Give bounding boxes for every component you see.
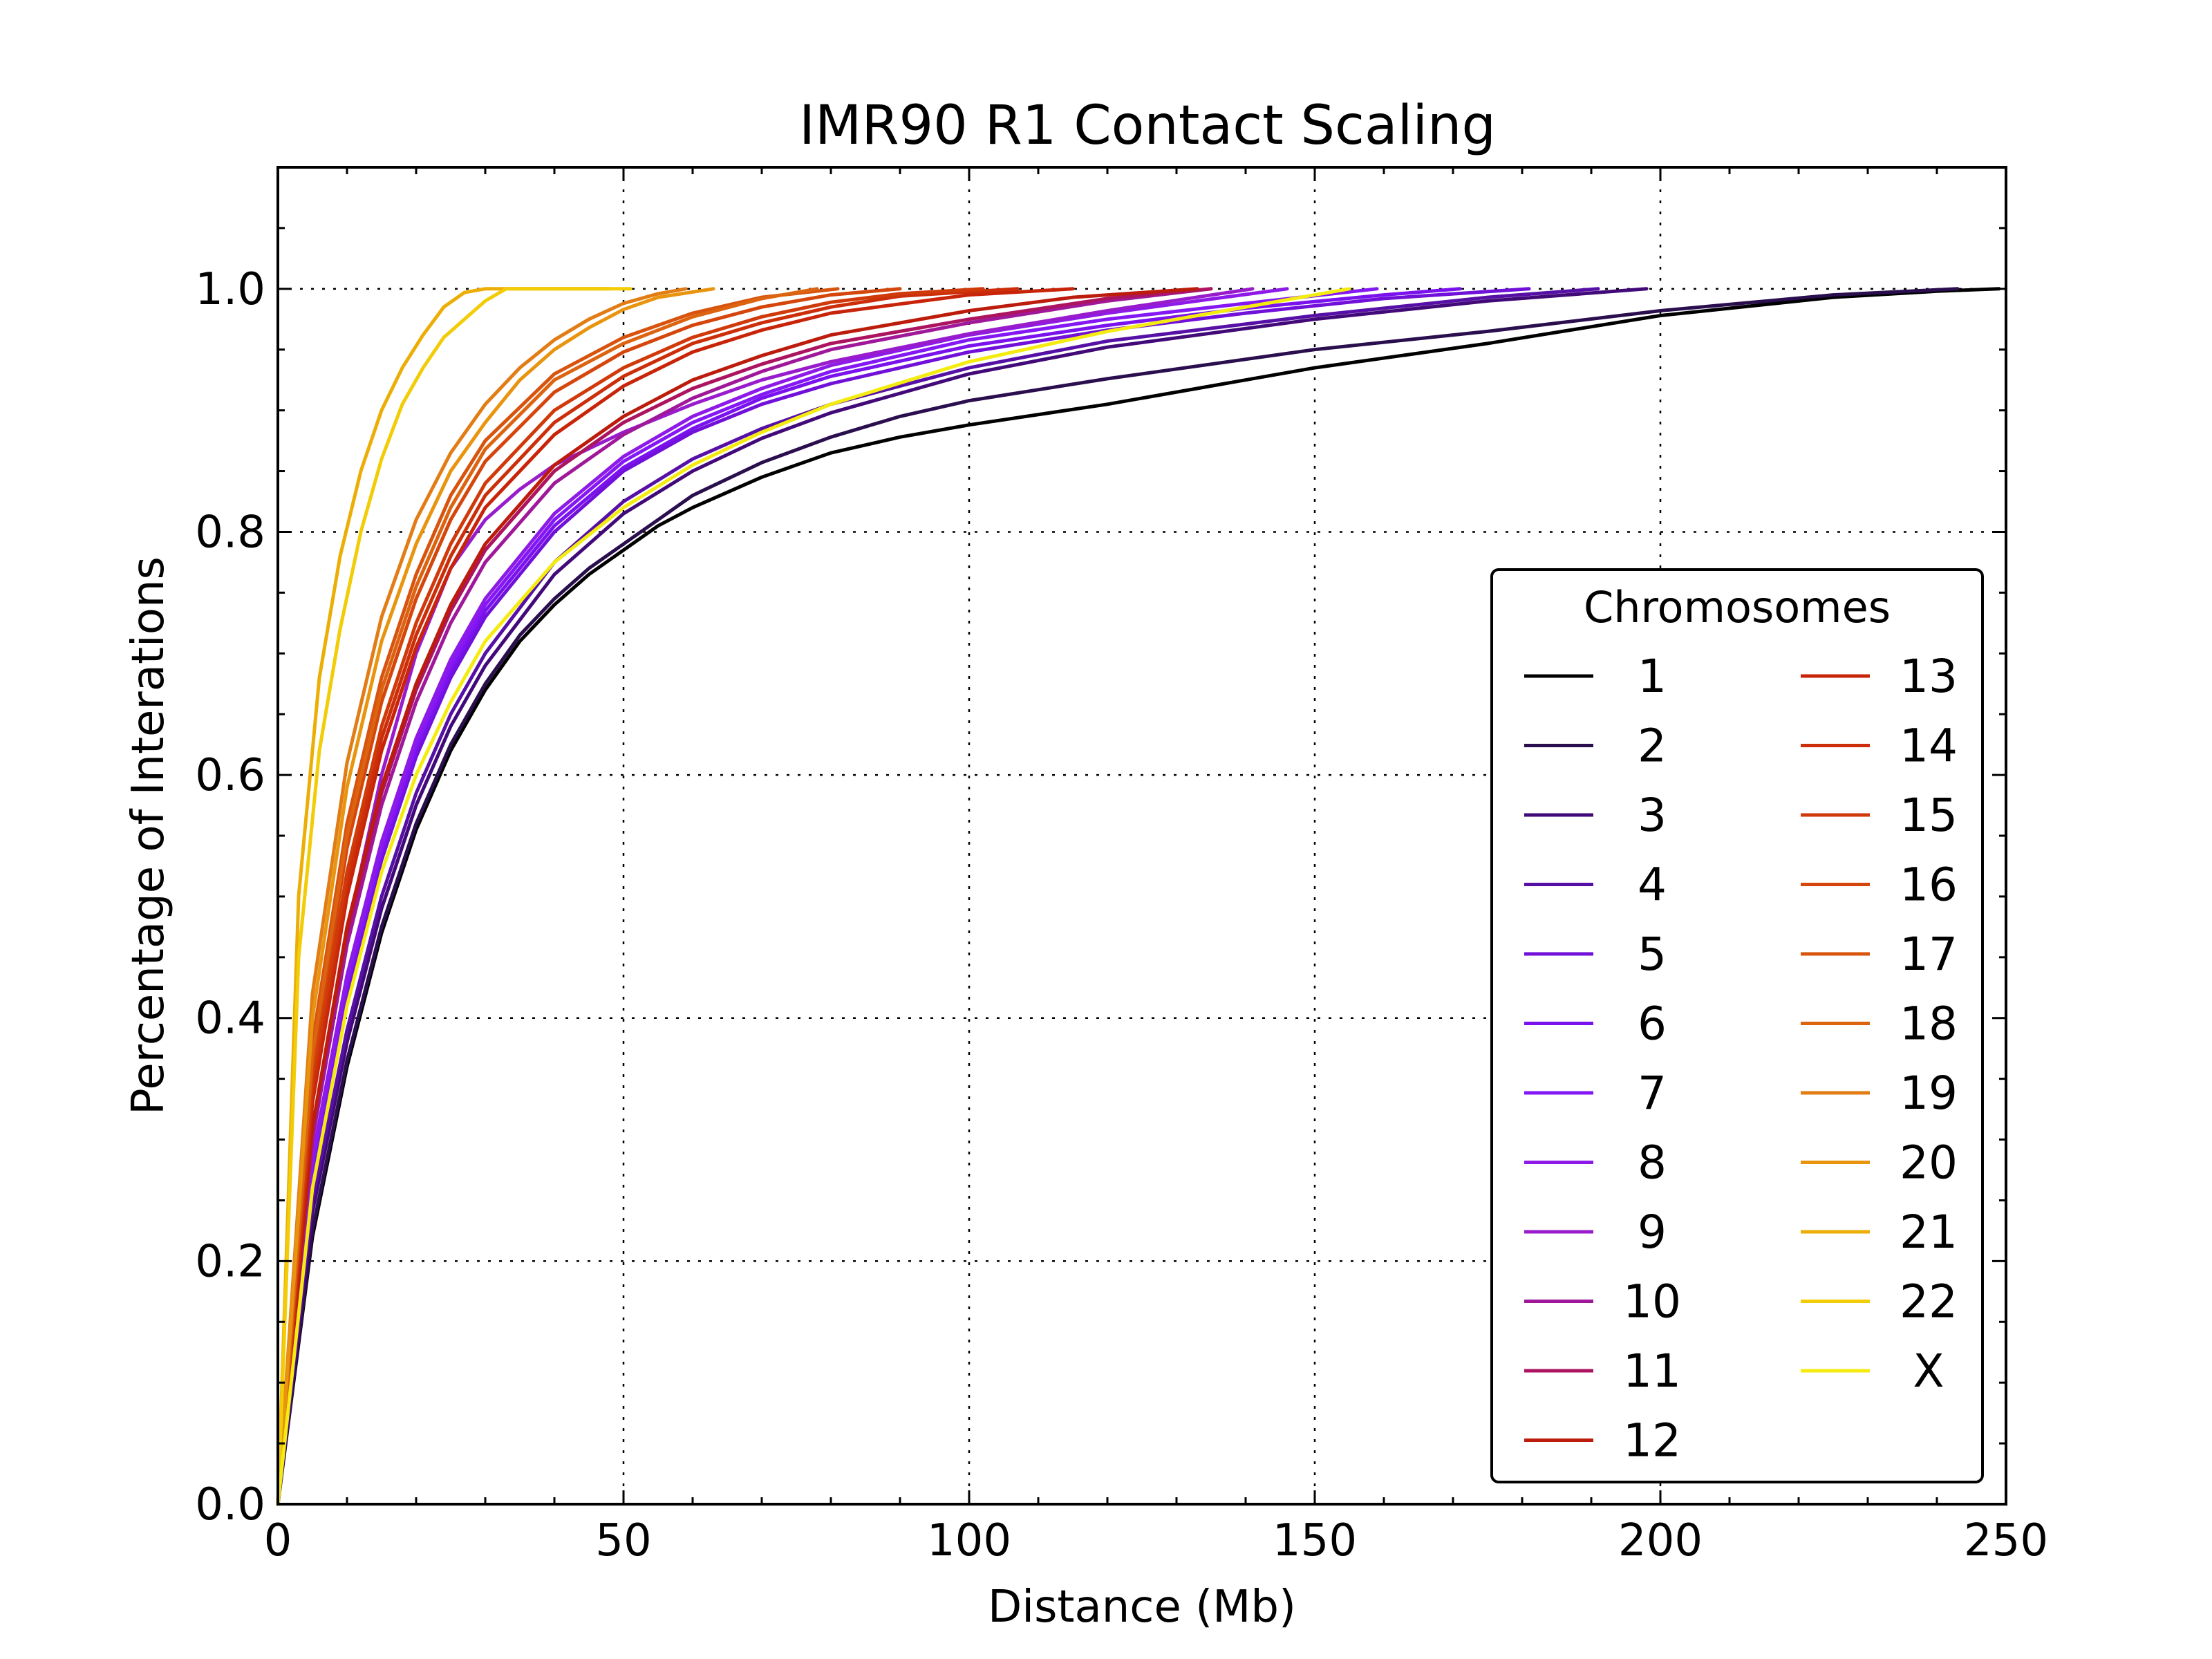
legend-label-chr-x: X (1913, 1344, 1944, 1398)
x-tick-label: 250 (1964, 1515, 2048, 1566)
legend-label-chr-15: 15 (1900, 789, 1958, 842)
legend-label-chr-22: 22 (1900, 1275, 1958, 1329)
legend: Chromosomes 1234567891011121314151617181… (1490, 568, 1984, 1483)
y-tick-label: 0.0 (195, 1479, 265, 1530)
series-line-chr-1 (276, 287, 2001, 1506)
legend-label-chr-3: 3 (1638, 789, 1667, 842)
y-tick-label: 0.8 (195, 507, 265, 558)
legend-label-chr-19: 19 (1900, 1067, 1958, 1120)
series-line-chr-6 (276, 287, 1462, 1506)
chart-title: IMR90 R1 Contact Scaling (799, 95, 1496, 157)
series-line-chr-20 (276, 287, 715, 1506)
series-line-chr-21 (276, 287, 612, 1506)
legend-label-chr-4: 4 (1638, 859, 1667, 912)
series-line-chr-16 (276, 287, 902, 1506)
y-tick-label: 0.2 (195, 1236, 265, 1287)
legend-label-chr-9: 9 (1638, 1206, 1667, 1259)
series-line-chr-12 (276, 287, 1199, 1506)
series-line-chr-9 (276, 287, 1255, 1506)
legend-title: Chromosomes (1584, 582, 1891, 632)
series-line-chr-8 (276, 287, 1289, 1506)
legend-label-chr-6: 6 (1638, 997, 1667, 1051)
legend-label-chr-13: 13 (1900, 650, 1958, 703)
x-tick-label: 150 (1273, 1515, 1357, 1566)
legend-label-chr-18: 18 (1900, 997, 1958, 1051)
legend-label-chr-14: 14 (1900, 720, 1958, 773)
ticks: 0 50 100 150 200 250 0.0 0.2 0.4 0.6 0.8 1.0 (195, 167, 2048, 1566)
series-line-chr-22 (276, 287, 632, 1506)
x-tick-label: 100 (927, 1515, 1011, 1566)
series-line-chr-19 (276, 287, 688, 1506)
series-line-chr-10 (276, 287, 1213, 1506)
series-line-chr-x (276, 287, 1351, 1506)
legend-label-chr-7: 7 (1638, 1067, 1667, 1120)
y-tick-label: 0.6 (195, 750, 265, 801)
series-line-chr-4 (276, 287, 1600, 1506)
legend-label-chr-17: 17 (1900, 928, 1958, 981)
series-line-chr-15 (276, 287, 985, 1506)
legend-label-chr-2: 2 (1638, 720, 1667, 773)
y-tick-label: 1.0 (195, 264, 265, 315)
legend-label-chr-1: 1 (1638, 650, 1667, 703)
series-line-chr-13 (276, 287, 1075, 1506)
y-tick-label: 0.4 (195, 993, 265, 1044)
series-line-chr-17 (276, 287, 840, 1506)
series-line-chr-2 (276, 287, 1960, 1506)
x-tick-label: 0 (264, 1515, 292, 1566)
legend-label-chr-20: 20 (1900, 1136, 1958, 1190)
x-axis-title: Distance (Mb) (988, 1582, 1296, 1633)
series-line-chr-14 (276, 287, 1020, 1506)
series-layer (276, 287, 2001, 1506)
legend-label-chr-5: 5 (1638, 928, 1667, 981)
legend-label-chr-12: 12 (1623, 1414, 1681, 1468)
y-axis-title: Percentage of Interations (123, 556, 174, 1115)
legend-label-chr-11: 11 (1623, 1344, 1681, 1398)
legend-label-chr-21: 21 (1900, 1206, 1958, 1259)
x-tick-label: 200 (1618, 1515, 1703, 1566)
legend-label-chr-16: 16 (1900, 859, 1958, 912)
legend-label-chr-8: 8 (1638, 1136, 1667, 1190)
series-line-chr-3 (276, 287, 1649, 1506)
x-tick-label: 50 (595, 1515, 651, 1566)
series-line-chr-18 (276, 287, 819, 1506)
legend-box (1490, 568, 1984, 1483)
legend-label-chr-10: 10 (1623, 1275, 1681, 1329)
